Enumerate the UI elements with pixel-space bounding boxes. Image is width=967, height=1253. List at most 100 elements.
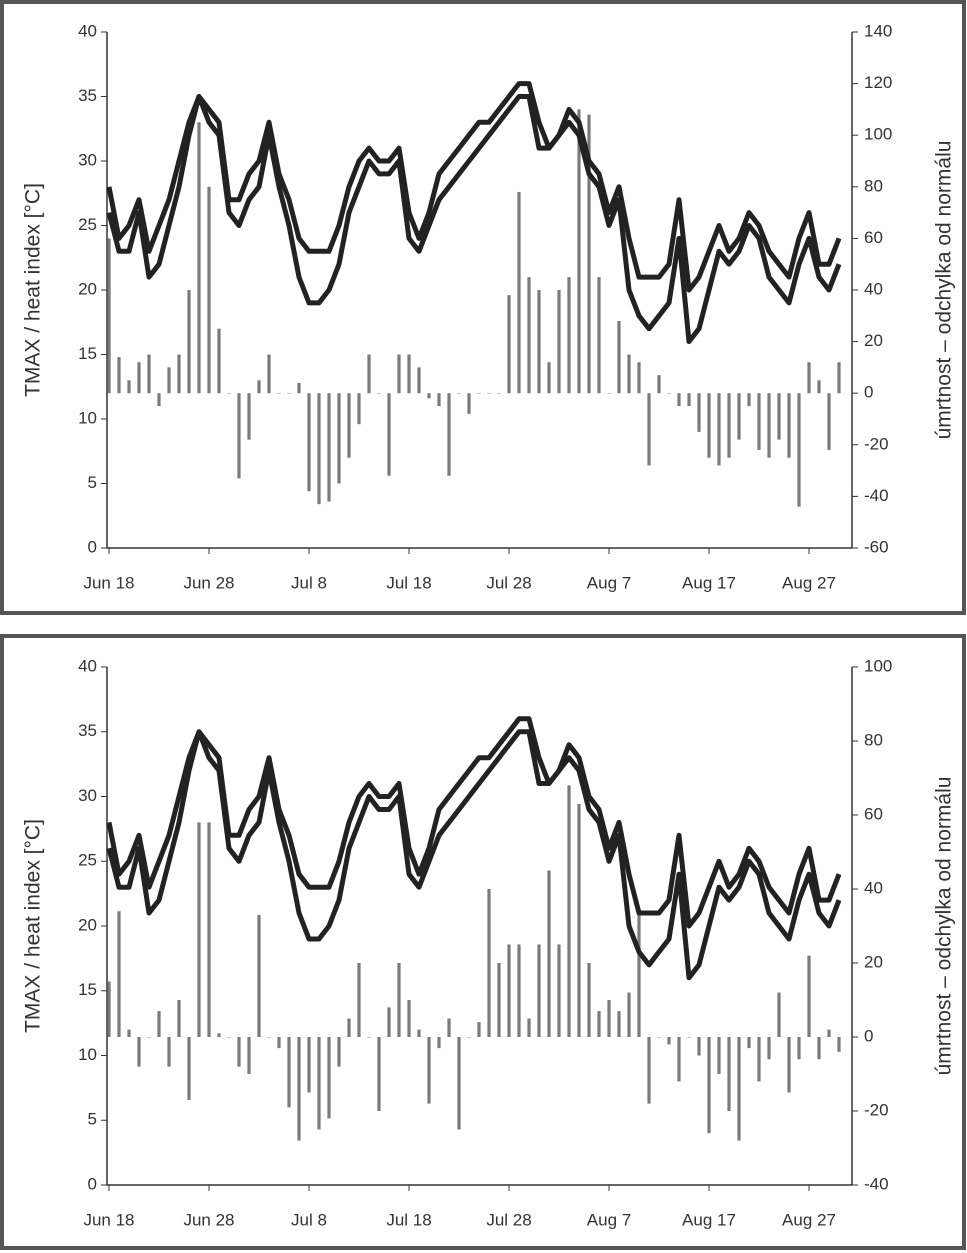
- bar: [587, 114, 591, 394]
- bar: [117, 357, 121, 394]
- x-tick-label: Aug 7: [587, 1210, 631, 1229]
- bar: [487, 393, 491, 394]
- bar: [527, 1018, 531, 1037]
- bar: [277, 393, 281, 394]
- bar: [477, 393, 481, 394]
- bar: [187, 290, 191, 394]
- bar: [567, 277, 571, 394]
- bar: [287, 393, 291, 394]
- bar: [197, 822, 201, 1037]
- y2-axis-title: úmrtnost – odchylka od normálu: [933, 141, 956, 440]
- bar: [207, 822, 211, 1037]
- bar: [197, 122, 201, 394]
- y-tick-label: 35: [78, 86, 97, 105]
- bar: [647, 393, 651, 466]
- bar: [657, 375, 661, 394]
- y-tick-label: 25: [78, 851, 97, 870]
- y2-tick-label: 100: [864, 656, 892, 675]
- x-tick-label: Aug 27: [782, 1210, 836, 1229]
- x-tick-label: Jul 28: [486, 573, 531, 592]
- bar: [207, 186, 211, 394]
- y2-tick-label: 80: [864, 176, 883, 195]
- bar: [737, 1037, 741, 1141]
- bar: [787, 393, 791, 458]
- bar: [167, 367, 171, 394]
- bar: [627, 354, 631, 394]
- bar: [327, 393, 331, 502]
- bar: [277, 1037, 281, 1049]
- bar: [147, 1037, 151, 1038]
- bar: [397, 963, 401, 1037]
- bar: [437, 1037, 441, 1049]
- bar: [157, 393, 161, 407]
- y2-tick-label: 0: [864, 1026, 873, 1045]
- bar: [467, 393, 471, 414]
- bar: [777, 992, 781, 1037]
- bar: [717, 393, 721, 466]
- y-tick-label: 0: [88, 537, 97, 556]
- y2-tick-label: 60: [864, 228, 883, 247]
- bar: [357, 963, 361, 1037]
- panel-frame: [0, 0, 966, 615]
- bar: [837, 1037, 841, 1052]
- bar: [597, 1011, 601, 1037]
- bar: [587, 963, 591, 1037]
- bar: [767, 1037, 771, 1060]
- bar: [347, 1018, 351, 1037]
- y2-tick-label: 0: [864, 383, 873, 402]
- bar: [617, 320, 621, 394]
- bar: [507, 295, 511, 394]
- bar: [787, 1037, 791, 1093]
- bar: [167, 1037, 171, 1067]
- bar: [377, 393, 381, 394]
- bar: [647, 1037, 651, 1104]
- bar: [837, 362, 841, 394]
- bar: [127, 1029, 131, 1037]
- x-tick-label: Jul 8: [291, 573, 327, 592]
- bar: [457, 1037, 461, 1130]
- bar: [807, 955, 811, 1037]
- bar: [107, 238, 111, 394]
- bar: [417, 367, 421, 394]
- bar: [317, 393, 321, 505]
- y2-tick-label: 20: [864, 952, 883, 971]
- bar: [577, 109, 581, 394]
- bar: [517, 191, 521, 394]
- bar: [237, 393, 241, 479]
- y2-tick-label: -20: [864, 1100, 889, 1119]
- bar: [687, 393, 691, 407]
- bar: [427, 1037, 431, 1104]
- y-tick-label: 5: [88, 473, 97, 492]
- bar: [137, 1037, 141, 1067]
- bar: [757, 1037, 761, 1082]
- bar: [327, 1037, 331, 1119]
- bar: [147, 354, 151, 394]
- bar: [537, 944, 541, 1037]
- x-tick-label: Aug 27: [782, 573, 836, 592]
- y-axis-title: TMAX / heat index [°C]: [22, 183, 45, 397]
- bar: [697, 393, 701, 432]
- x-tick-label: Jun 28: [183, 1210, 234, 1229]
- bar: [217, 328, 221, 394]
- y2-tick-label: 40: [864, 279, 883, 298]
- bar: [717, 1037, 721, 1074]
- bar: [747, 1037, 751, 1049]
- y-tick-label: 0: [88, 1174, 97, 1193]
- bar: [257, 914, 261, 1037]
- bar: [637, 914, 641, 1037]
- bar: [797, 393, 801, 507]
- bar: [527, 277, 531, 394]
- x-tick-label: Jul 18: [386, 573, 431, 592]
- bar: [377, 1037, 381, 1111]
- bar: [157, 1011, 161, 1037]
- bar: [427, 393, 431, 399]
- bar: [397, 354, 401, 394]
- line: [106, 729, 842, 981]
- bar: [807, 362, 811, 394]
- y2-tick-label: 100: [864, 125, 892, 144]
- y-tick-label: 10: [78, 1045, 97, 1064]
- bar: [517, 944, 521, 1037]
- bar: [697, 1037, 701, 1056]
- bar: [747, 393, 751, 407]
